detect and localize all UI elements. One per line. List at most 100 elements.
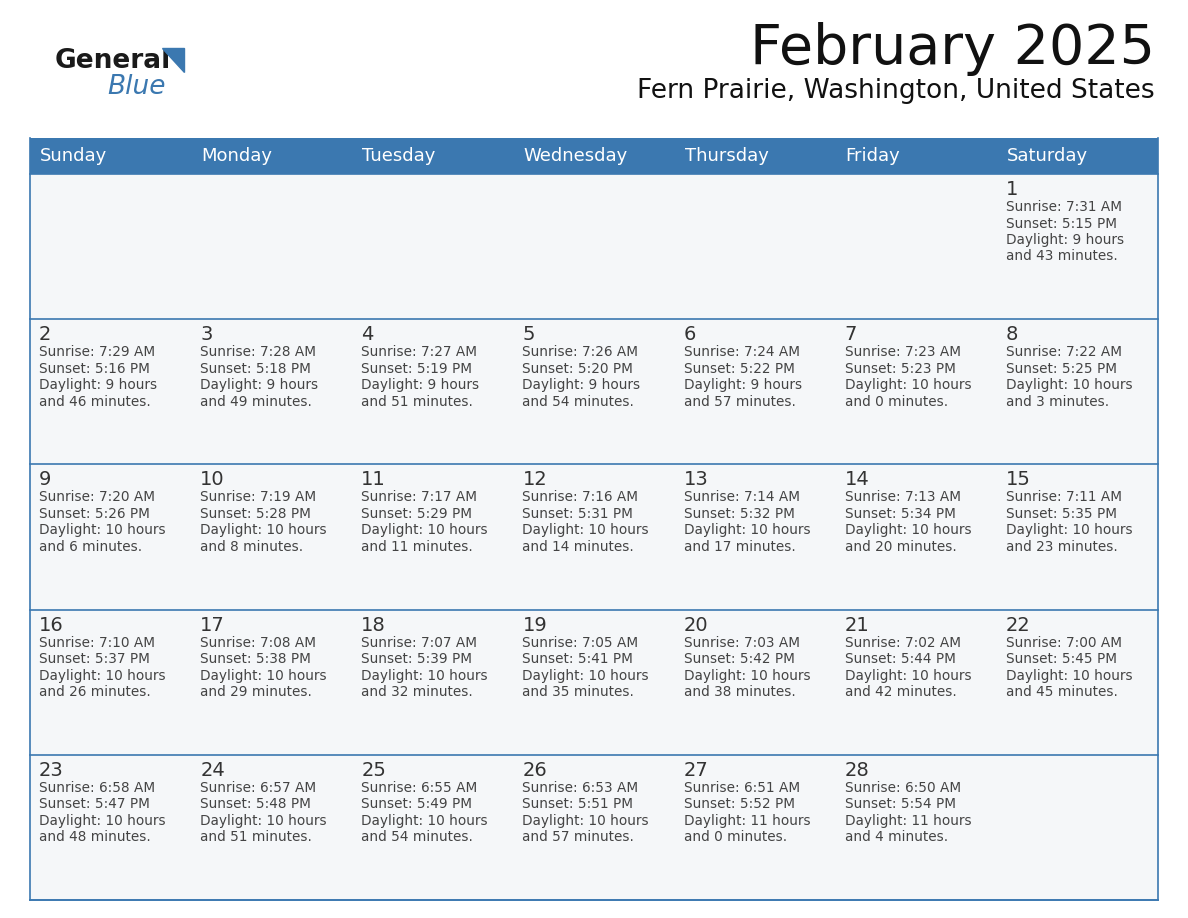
Text: Sunset: 5:20 PM: Sunset: 5:20 PM [523,362,633,375]
Text: Sunset: 5:31 PM: Sunset: 5:31 PM [523,507,633,521]
Text: Sunset: 5:47 PM: Sunset: 5:47 PM [39,798,150,812]
Bar [675,319,835,465]
Bar [675,174,835,319]
Text: Daylight: 11 hours: Daylight: 11 hours [845,813,972,828]
Text: 27: 27 [683,761,708,779]
Bar [191,755,353,900]
Text: Monday: Monday [201,147,272,165]
Text: Sunset: 5:42 PM: Sunset: 5:42 PM [683,652,795,666]
Text: Sunrise: 7:16 AM: Sunrise: 7:16 AM [523,490,638,504]
Text: General: General [55,48,171,74]
Bar [191,465,353,610]
Bar [191,319,353,465]
Text: Daylight: 10 hours: Daylight: 10 hours [523,813,649,828]
Text: Sunrise: 7:23 AM: Sunrise: 7:23 AM [845,345,961,359]
Text: Sunset: 5:19 PM: Sunset: 5:19 PM [361,362,473,375]
Bar [353,319,513,465]
Text: Sunset: 5:28 PM: Sunset: 5:28 PM [200,507,311,521]
Text: Blue: Blue [107,74,165,100]
Text: Fern Prairie, Washington, United States: Fern Prairie, Washington, United States [638,78,1155,104]
Text: Sunset: 5:45 PM: Sunset: 5:45 PM [1006,652,1117,666]
Text: 28: 28 [845,761,870,779]
Text: Sunrise: 7:10 AM: Sunrise: 7:10 AM [39,635,154,650]
Text: 12: 12 [523,470,548,489]
Text: Sunset: 5:23 PM: Sunset: 5:23 PM [845,362,955,375]
Bar [675,755,835,900]
Text: Daylight: 10 hours: Daylight: 10 hours [845,378,972,392]
Text: 2: 2 [39,325,51,344]
Text: Sunset: 5:22 PM: Sunset: 5:22 PM [683,362,795,375]
Bar [997,610,1158,755]
Bar [675,465,835,610]
Bar [30,138,191,174]
Text: Daylight: 10 hours: Daylight: 10 hours [523,523,649,537]
Bar [191,138,353,174]
Text: Sunset: 5:16 PM: Sunset: 5:16 PM [39,362,150,375]
Text: and 49 minutes.: and 49 minutes. [200,395,312,409]
Text: 22: 22 [1006,616,1031,634]
Text: Sunrise: 7:31 AM: Sunrise: 7:31 AM [1006,200,1121,214]
Bar [997,174,1158,319]
Text: 16: 16 [39,616,64,634]
Text: Sunset: 5:38 PM: Sunset: 5:38 PM [200,652,311,666]
Text: Sunrise: 6:55 AM: Sunrise: 6:55 AM [361,781,478,795]
Text: Daylight: 9 hours: Daylight: 9 hours [361,378,480,392]
Text: Sunrise: 7:11 AM: Sunrise: 7:11 AM [1006,490,1121,504]
Text: Daylight: 9 hours: Daylight: 9 hours [200,378,318,392]
Text: Sunrise: 6:58 AM: Sunrise: 6:58 AM [39,781,156,795]
Text: and 45 minutes.: and 45 minutes. [1006,685,1118,700]
Text: and 20 minutes.: and 20 minutes. [845,540,956,554]
Text: 10: 10 [200,470,225,489]
Bar [191,174,353,319]
Text: Daylight: 10 hours: Daylight: 10 hours [200,523,327,537]
Text: Daylight: 10 hours: Daylight: 10 hours [683,523,810,537]
Text: and 46 minutes.: and 46 minutes. [39,395,151,409]
Text: Daylight: 10 hours: Daylight: 10 hours [845,668,972,683]
Text: and 11 minutes.: and 11 minutes. [361,540,473,554]
Text: 19: 19 [523,616,548,634]
Bar [30,755,191,900]
Text: Sunrise: 7:26 AM: Sunrise: 7:26 AM [523,345,638,359]
Bar [191,610,353,755]
Text: 5: 5 [523,325,535,344]
Text: and 3 minutes.: and 3 minutes. [1006,395,1108,409]
Text: Sunset: 5:44 PM: Sunset: 5:44 PM [845,652,955,666]
Text: 7: 7 [845,325,857,344]
Text: and 17 minutes.: and 17 minutes. [683,540,795,554]
Text: Sunset: 5:52 PM: Sunset: 5:52 PM [683,798,795,812]
Text: Sunrise: 6:50 AM: Sunrise: 6:50 AM [845,781,961,795]
Text: Daylight: 9 hours: Daylight: 9 hours [39,378,157,392]
Text: Daylight: 10 hours: Daylight: 10 hours [361,813,488,828]
Bar [513,319,675,465]
Text: Sunrise: 6:57 AM: Sunrise: 6:57 AM [200,781,316,795]
Text: 8: 8 [1006,325,1018,344]
Text: Daylight: 9 hours: Daylight: 9 hours [683,378,802,392]
Text: Sunrise: 7:14 AM: Sunrise: 7:14 AM [683,490,800,504]
Text: Daylight: 11 hours: Daylight: 11 hours [683,813,810,828]
Text: 24: 24 [200,761,225,779]
Text: Sunset: 5:49 PM: Sunset: 5:49 PM [361,798,473,812]
Text: and 43 minutes.: and 43 minutes. [1006,250,1118,263]
Bar [835,610,997,755]
Bar [835,755,997,900]
Bar [513,174,675,319]
Text: Sunset: 5:39 PM: Sunset: 5:39 PM [361,652,473,666]
Text: Sunset: 5:41 PM: Sunset: 5:41 PM [523,652,633,666]
Text: Sunset: 5:18 PM: Sunset: 5:18 PM [200,362,311,375]
Text: Sunrise: 7:27 AM: Sunrise: 7:27 AM [361,345,478,359]
Text: Sunset: 5:26 PM: Sunset: 5:26 PM [39,507,150,521]
Text: and 0 minutes.: and 0 minutes. [683,830,786,845]
Bar [835,138,997,174]
Text: Sunset: 5:25 PM: Sunset: 5:25 PM [1006,362,1117,375]
Bar [353,610,513,755]
Bar [513,138,675,174]
Bar [997,138,1158,174]
Text: and 54 minutes.: and 54 minutes. [361,830,473,845]
Text: Sunday: Sunday [40,147,107,165]
Text: Daylight: 10 hours: Daylight: 10 hours [1006,668,1132,683]
Bar [675,610,835,755]
Text: Sunrise: 7:03 AM: Sunrise: 7:03 AM [683,635,800,650]
Text: Sunrise: 6:53 AM: Sunrise: 6:53 AM [523,781,639,795]
Text: 3: 3 [200,325,213,344]
Text: Daylight: 10 hours: Daylight: 10 hours [523,668,649,683]
